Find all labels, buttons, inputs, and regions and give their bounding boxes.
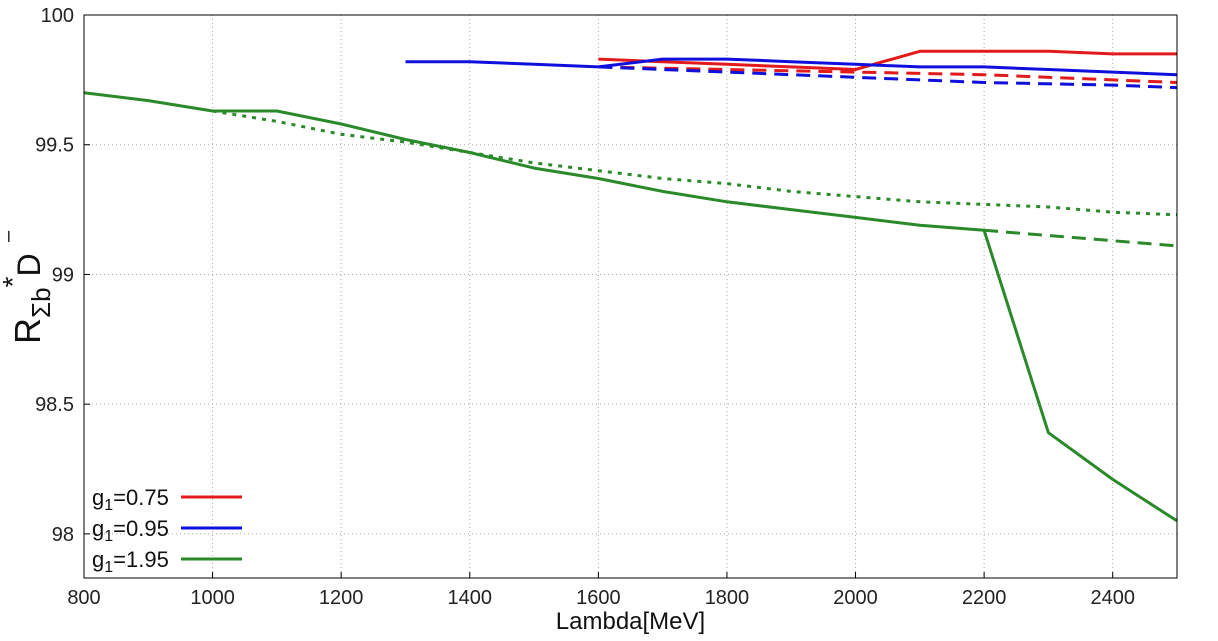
x-tick-label: 1800 [705, 587, 750, 609]
legend-label: g1=1.95 [92, 547, 169, 576]
y-label-bar: – [0, 230, 19, 242]
x-tick-label: 800 [67, 587, 100, 609]
legend-label-sub: 1 [104, 559, 113, 576]
series-line-g1-0-75-solid [598, 49, 1177, 71]
legend-label: g1=0.95 [92, 516, 169, 545]
legend-label: g1=0.75 [92, 485, 169, 514]
x-tick-label: 1400 [448, 587, 493, 609]
y-tick-labels: 98 98.5 99 99.5 100 [35, 5, 90, 546]
y-tick-label: 98 [52, 524, 74, 546]
y-label-tail: D [11, 253, 47, 276]
legend-label-rest: =0.75 [113, 485, 169, 510]
series-line-g1-1-95-dashed [983, 228, 1178, 248]
x-axis-label: Lambda[MeV] [556, 608, 705, 635]
x-tick-label: 1000 [190, 587, 235, 609]
y-tick-label: 100 [41, 5, 74, 27]
legend-label-main: g [92, 547, 104, 572]
y-tick-label: 99 [52, 264, 74, 286]
series-line-g1-1-95-solid [83, 91, 1178, 523]
x-tick-label: 2200 [962, 587, 1007, 609]
x-tick-label: 1200 [319, 587, 364, 609]
x-tick-labels: 800 1000 1200 1400 1600 1800 2000 2200 2400 [67, 572, 1135, 609]
series-line-g1-0-95-dashed [598, 65, 1178, 90]
legend-label-sub: 1 [104, 497, 113, 514]
legend-label-main: g [92, 516, 104, 541]
y-label-sup: * [0, 276, 28, 287]
legend-label-main: g [92, 485, 104, 510]
series-line-g1-0-75-dashed [598, 65, 1178, 84]
series-line-g1-1-95-dotted [212, 109, 1178, 217]
x-tick-label: 2400 [1090, 587, 1135, 609]
series-lines [83, 49, 1178, 523]
y-tick-label: 99.5 [35, 135, 74, 157]
y-axis-label-text: RΣb*D [0, 253, 56, 344]
y-axis-label: RΣb*D – [0, 230, 56, 344]
legend-label-sub: 1 [104, 528, 113, 545]
plot-frame [83, 14, 1178, 579]
legend-label-rest: =1.95 [113, 547, 169, 572]
legend-label-rest: =0.95 [113, 516, 169, 541]
y-tick-label: 98.5 [35, 394, 74, 416]
x-tick-label: 2000 [833, 587, 878, 609]
y-label-sub: Σb [26, 287, 56, 318]
x-tick-label: 1600 [576, 587, 621, 609]
grid [84, 14, 1177, 578]
series-line-g1-0-95-solid [405, 57, 1178, 77]
y-label-main: R [7, 318, 48, 344]
